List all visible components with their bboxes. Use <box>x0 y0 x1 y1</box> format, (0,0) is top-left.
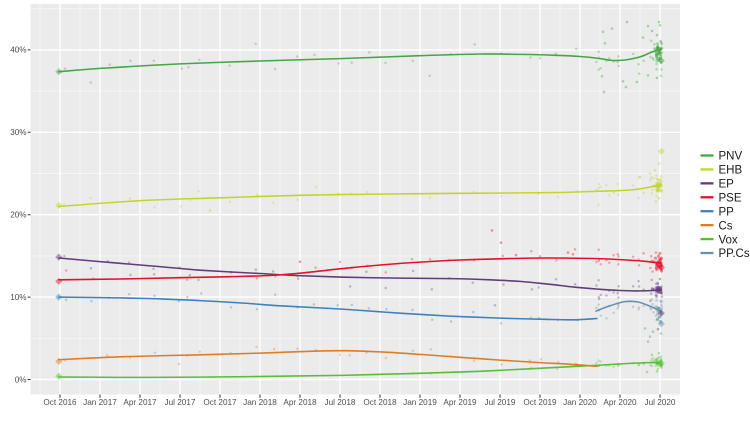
svg-text:PSE: PSE <box>719 192 742 204</box>
svg-text:30%: 30% <box>10 128 26 137</box>
svg-text:Jan 2020: Jan 2020 <box>563 398 597 407</box>
svg-text:Apr 2018: Apr 2018 <box>283 398 317 407</box>
svg-text:Jan 2017: Jan 2017 <box>83 398 117 407</box>
svg-text:EP: EP <box>719 179 735 191</box>
svg-text:EHB: EHB <box>719 165 743 177</box>
svg-text:Vox: Vox <box>719 234 738 246</box>
svg-text:40%: 40% <box>10 46 26 55</box>
svg-text:PP.Cs: PP.Cs <box>719 248 750 260</box>
svg-text:PP: PP <box>719 206 735 218</box>
svg-text:0%: 0% <box>15 375 27 384</box>
svg-text:Jul 2018: Jul 2018 <box>325 398 356 407</box>
svg-text:Apr 2020: Apr 2020 <box>603 398 637 407</box>
svg-text:Jul 2017: Jul 2017 <box>165 398 196 407</box>
svg-text:PNV: PNV <box>719 151 743 163</box>
svg-text:Oct 2017: Oct 2017 <box>203 398 237 407</box>
svg-text:10%: 10% <box>10 293 26 302</box>
svg-text:Jul 2020: Jul 2020 <box>645 398 676 407</box>
svg-text:Oct 2016: Oct 2016 <box>43 398 77 407</box>
svg-text:20%: 20% <box>10 211 26 220</box>
svg-text:Jan 2019: Jan 2019 <box>403 398 437 407</box>
svg-text:Oct 2018: Oct 2018 <box>363 398 397 407</box>
svg-text:Apr 2019: Apr 2019 <box>443 398 477 407</box>
svg-text:Cs: Cs <box>719 220 733 232</box>
svg-text:Jul 2019: Jul 2019 <box>485 398 516 407</box>
svg-text:Oct 2019: Oct 2019 <box>523 398 557 407</box>
svg-text:Apr 2017: Apr 2017 <box>123 398 157 407</box>
svg-text:Jan 2018: Jan 2018 <box>243 398 277 407</box>
